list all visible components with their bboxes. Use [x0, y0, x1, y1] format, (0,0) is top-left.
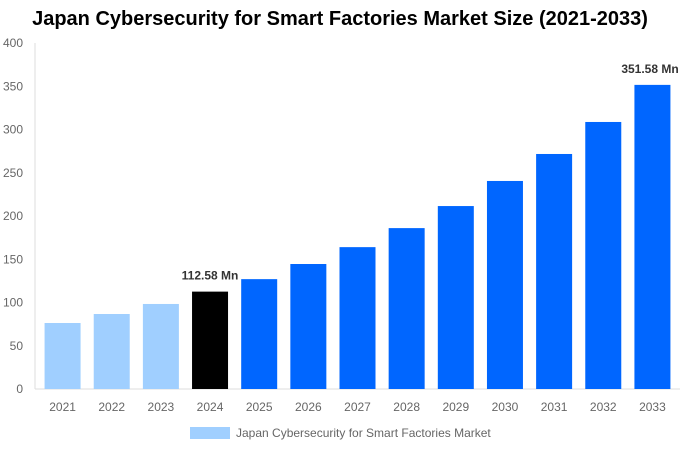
data-label-2024: 112.58 Mn [182, 269, 239, 283]
y-tick-label: 200 [3, 209, 23, 223]
bar-2032 [585, 121, 622, 390]
x-tick-label: 2030 [492, 400, 519, 414]
bar-2033 [634, 84, 671, 389]
bar-2028 [388, 228, 425, 389]
bar-2022 [93, 314, 130, 389]
x-tick-label: 2024 [197, 400, 224, 414]
x-tick-label: 2032 [590, 400, 617, 414]
legend: Japan Cybersecurity for Smart Factories … [190, 426, 491, 440]
x-tick-label: 2029 [442, 400, 469, 414]
bar-2029 [437, 206, 474, 389]
y-tick-label: 350 [3, 79, 23, 93]
x-tick-label: 2027 [344, 400, 371, 414]
bar-2025 [241, 279, 278, 389]
x-tick-label: 2022 [98, 400, 125, 414]
bar-2027 [339, 247, 376, 389]
legend-label: Japan Cybersecurity for Smart Factories … [236, 426, 491, 440]
x-tick-label: 2023 [148, 400, 175, 414]
y-tick-label: 250 [3, 166, 23, 180]
chart-title: Japan Cybersecurity for Smart Factories … [32, 8, 648, 30]
y-tick-label: 300 [3, 123, 23, 137]
x-tick-label: 2033 [639, 400, 666, 414]
y-tick-label: 150 [3, 252, 23, 266]
bar-2021 [44, 323, 81, 389]
bar-2024 [192, 291, 229, 389]
bar-2031 [536, 153, 573, 389]
y-tick-label: 400 [3, 36, 23, 50]
bar-2026 [290, 264, 327, 389]
x-tick-label: 2025 [246, 400, 273, 414]
x-tick-label: 2031 [541, 400, 568, 414]
bar-2023 [142, 303, 179, 389]
data-label-2033: 351.58 Mn [621, 62, 678, 76]
y-tick-label: 0 [16, 382, 23, 396]
legend-swatch [190, 427, 230, 439]
bar-2030 [486, 180, 523, 389]
x-tick-label: 2028 [393, 400, 420, 414]
y-tick-label: 100 [3, 296, 23, 310]
x-tick-label: 2026 [295, 400, 322, 414]
x-tick-label: 2021 [49, 400, 76, 414]
y-tick-label: 50 [10, 339, 24, 353]
